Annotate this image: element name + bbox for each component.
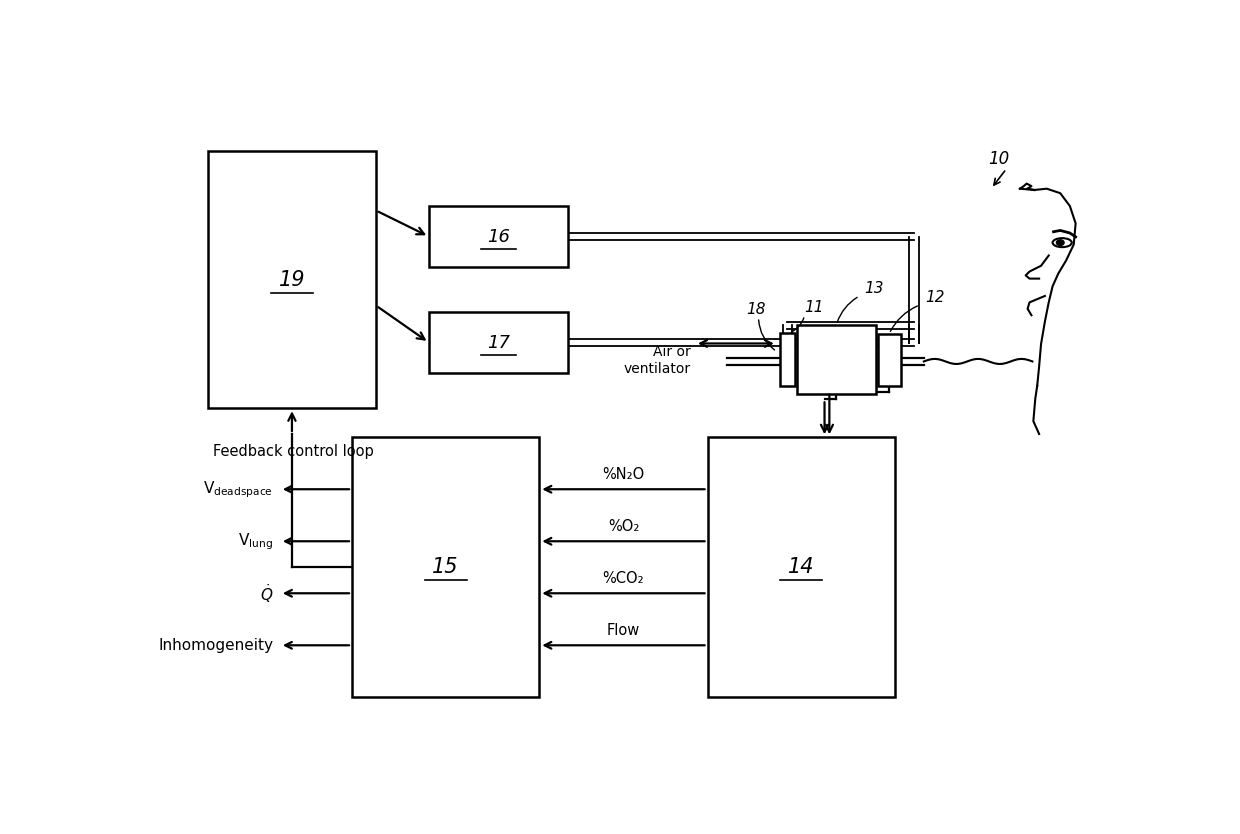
Text: 18: 18: [746, 302, 765, 317]
Text: Flow: Flow: [606, 623, 640, 638]
Text: 17: 17: [487, 334, 510, 351]
Bar: [429, 206, 568, 267]
Text: %CO₂: %CO₂: [603, 571, 645, 586]
Bar: [429, 312, 568, 373]
Bar: [780, 334, 795, 386]
Bar: [208, 152, 376, 409]
Text: 14: 14: [789, 557, 815, 577]
Bar: [878, 334, 900, 386]
Text: 10: 10: [988, 149, 1009, 168]
Bar: [797, 325, 875, 394]
Text: %N₂O: %N₂O: [603, 467, 645, 482]
Text: Feedback control loop: Feedback control loop: [213, 444, 373, 459]
Text: $\dot{Q}$: $\dot{Q}$: [260, 582, 273, 605]
Text: Air or
ventilator: Air or ventilator: [624, 345, 691, 375]
Text: V$_{\mathrm{deadspace}}$: V$_{\mathrm{deadspace}}$: [203, 479, 273, 500]
Bar: [352, 437, 539, 697]
Text: 16: 16: [487, 228, 510, 245]
Bar: [708, 437, 895, 697]
Text: 19: 19: [279, 270, 305, 290]
Text: 12: 12: [925, 290, 945, 305]
Ellipse shape: [1053, 239, 1071, 247]
Text: 13: 13: [864, 281, 884, 296]
Text: 15: 15: [433, 557, 459, 577]
Text: Inhomogeneity: Inhomogeneity: [159, 638, 273, 653]
Text: 11: 11: [805, 300, 825, 315]
Ellipse shape: [1056, 240, 1064, 245]
Text: V$_{\mathrm{lung}}$: V$_{\mathrm{lung}}$: [238, 531, 273, 551]
Text: %O₂: %O₂: [608, 520, 639, 535]
